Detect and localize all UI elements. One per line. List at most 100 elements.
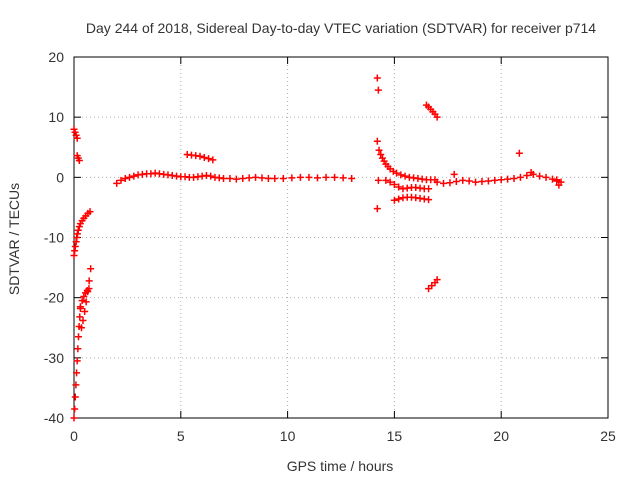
data-point bbox=[382, 176, 390, 184]
y-tick-label: -10 bbox=[44, 230, 64, 246]
data-point bbox=[73, 134, 81, 142]
data-point bbox=[80, 292, 88, 300]
data-point bbox=[205, 155, 213, 163]
data-point bbox=[497, 176, 505, 184]
data-point bbox=[200, 153, 208, 161]
data-point bbox=[76, 313, 84, 321]
data-point bbox=[425, 185, 433, 193]
data-point bbox=[510, 175, 518, 183]
data-point bbox=[433, 276, 441, 284]
data-point bbox=[395, 183, 403, 191]
data-point bbox=[70, 414, 78, 422]
data-point bbox=[79, 317, 87, 325]
data-point bbox=[264, 175, 272, 183]
x-tick-labels: 0 5 10 15 20 25 bbox=[70, 428, 616, 444]
data-point bbox=[446, 179, 454, 187]
data-point bbox=[542, 173, 550, 181]
data-point bbox=[288, 174, 296, 182]
data-points bbox=[70, 74, 565, 422]
data-point bbox=[78, 297, 86, 305]
data-point bbox=[85, 277, 93, 285]
data-point bbox=[397, 171, 405, 179]
data-point bbox=[74, 226, 82, 234]
data-point bbox=[523, 172, 531, 180]
x-tick-label: 25 bbox=[600, 428, 616, 444]
data-point bbox=[393, 169, 401, 177]
data-point bbox=[271, 175, 279, 183]
data-point bbox=[71, 405, 79, 413]
data-point bbox=[82, 298, 90, 306]
data-point bbox=[87, 265, 95, 273]
data-point bbox=[450, 170, 458, 178]
x-tick-label: 0 bbox=[70, 428, 78, 444]
data-point bbox=[220, 175, 228, 183]
data-point bbox=[331, 173, 339, 181]
data-point bbox=[527, 169, 535, 177]
y-tick-labels: -40 -30 -20 -10 0 10 20 bbox=[44, 49, 64, 426]
axis-ticks bbox=[73, 56, 609, 419]
data-point bbox=[81, 308, 89, 316]
data-point bbox=[374, 86, 382, 94]
data-point bbox=[425, 196, 433, 204]
data-point bbox=[73, 230, 81, 238]
data-point bbox=[73, 357, 81, 365]
data-point bbox=[77, 324, 85, 332]
data-point bbox=[515, 149, 523, 157]
data-point bbox=[72, 381, 80, 389]
x-tick-label: 15 bbox=[387, 428, 403, 444]
data-point bbox=[390, 196, 398, 204]
chart-title: Day 244 of 2018, Sidereal Day-to-day VTE… bbox=[86, 20, 596, 36]
data-point bbox=[305, 173, 313, 181]
data-point bbox=[71, 243, 79, 251]
data-point bbox=[322, 173, 330, 181]
data-point bbox=[226, 175, 234, 183]
data-point bbox=[465, 177, 473, 185]
x-tick-label: 10 bbox=[280, 428, 296, 444]
data-point bbox=[74, 345, 82, 353]
grid-lines bbox=[74, 57, 608, 418]
data-point bbox=[390, 181, 398, 189]
y-tick-label: -40 bbox=[44, 410, 64, 426]
data-point bbox=[71, 393, 79, 401]
data-point bbox=[504, 175, 512, 183]
data-point bbox=[126, 173, 134, 181]
x-axis-label: GPS time / hours bbox=[287, 458, 394, 474]
data-point bbox=[491, 176, 499, 184]
data-point bbox=[296, 173, 304, 181]
data-point bbox=[373, 74, 381, 82]
data-point bbox=[377, 150, 385, 158]
x-tick-label: 20 bbox=[493, 428, 509, 444]
y-tick-label: 10 bbox=[48, 109, 64, 125]
data-point bbox=[375, 146, 383, 154]
data-point bbox=[113, 179, 121, 187]
data-point bbox=[121, 175, 129, 183]
data-point bbox=[232, 175, 240, 183]
data-point bbox=[339, 174, 347, 182]
y-tick-label: -30 bbox=[44, 350, 64, 366]
data-point bbox=[484, 177, 492, 185]
data-point bbox=[440, 179, 448, 187]
data-point bbox=[395, 195, 403, 203]
data-point bbox=[555, 181, 563, 189]
data-point bbox=[472, 178, 480, 186]
data-point bbox=[433, 113, 441, 121]
y-tick-label: 0 bbox=[56, 169, 64, 185]
data-point bbox=[452, 178, 460, 186]
data-point bbox=[245, 174, 253, 182]
data-point bbox=[373, 137, 381, 145]
x-tick-label: 5 bbox=[177, 428, 185, 444]
data-point bbox=[553, 176, 561, 184]
data-point bbox=[73, 369, 81, 377]
data-point bbox=[117, 176, 125, 184]
data-point bbox=[196, 152, 204, 160]
data-point bbox=[478, 178, 486, 186]
data-point bbox=[86, 208, 94, 216]
data-point bbox=[209, 156, 217, 164]
data-point bbox=[130, 172, 138, 180]
data-point bbox=[74, 333, 82, 341]
data-point bbox=[536, 172, 544, 180]
data-point bbox=[374, 176, 382, 184]
data-point bbox=[401, 172, 409, 180]
data-point bbox=[279, 175, 287, 183]
